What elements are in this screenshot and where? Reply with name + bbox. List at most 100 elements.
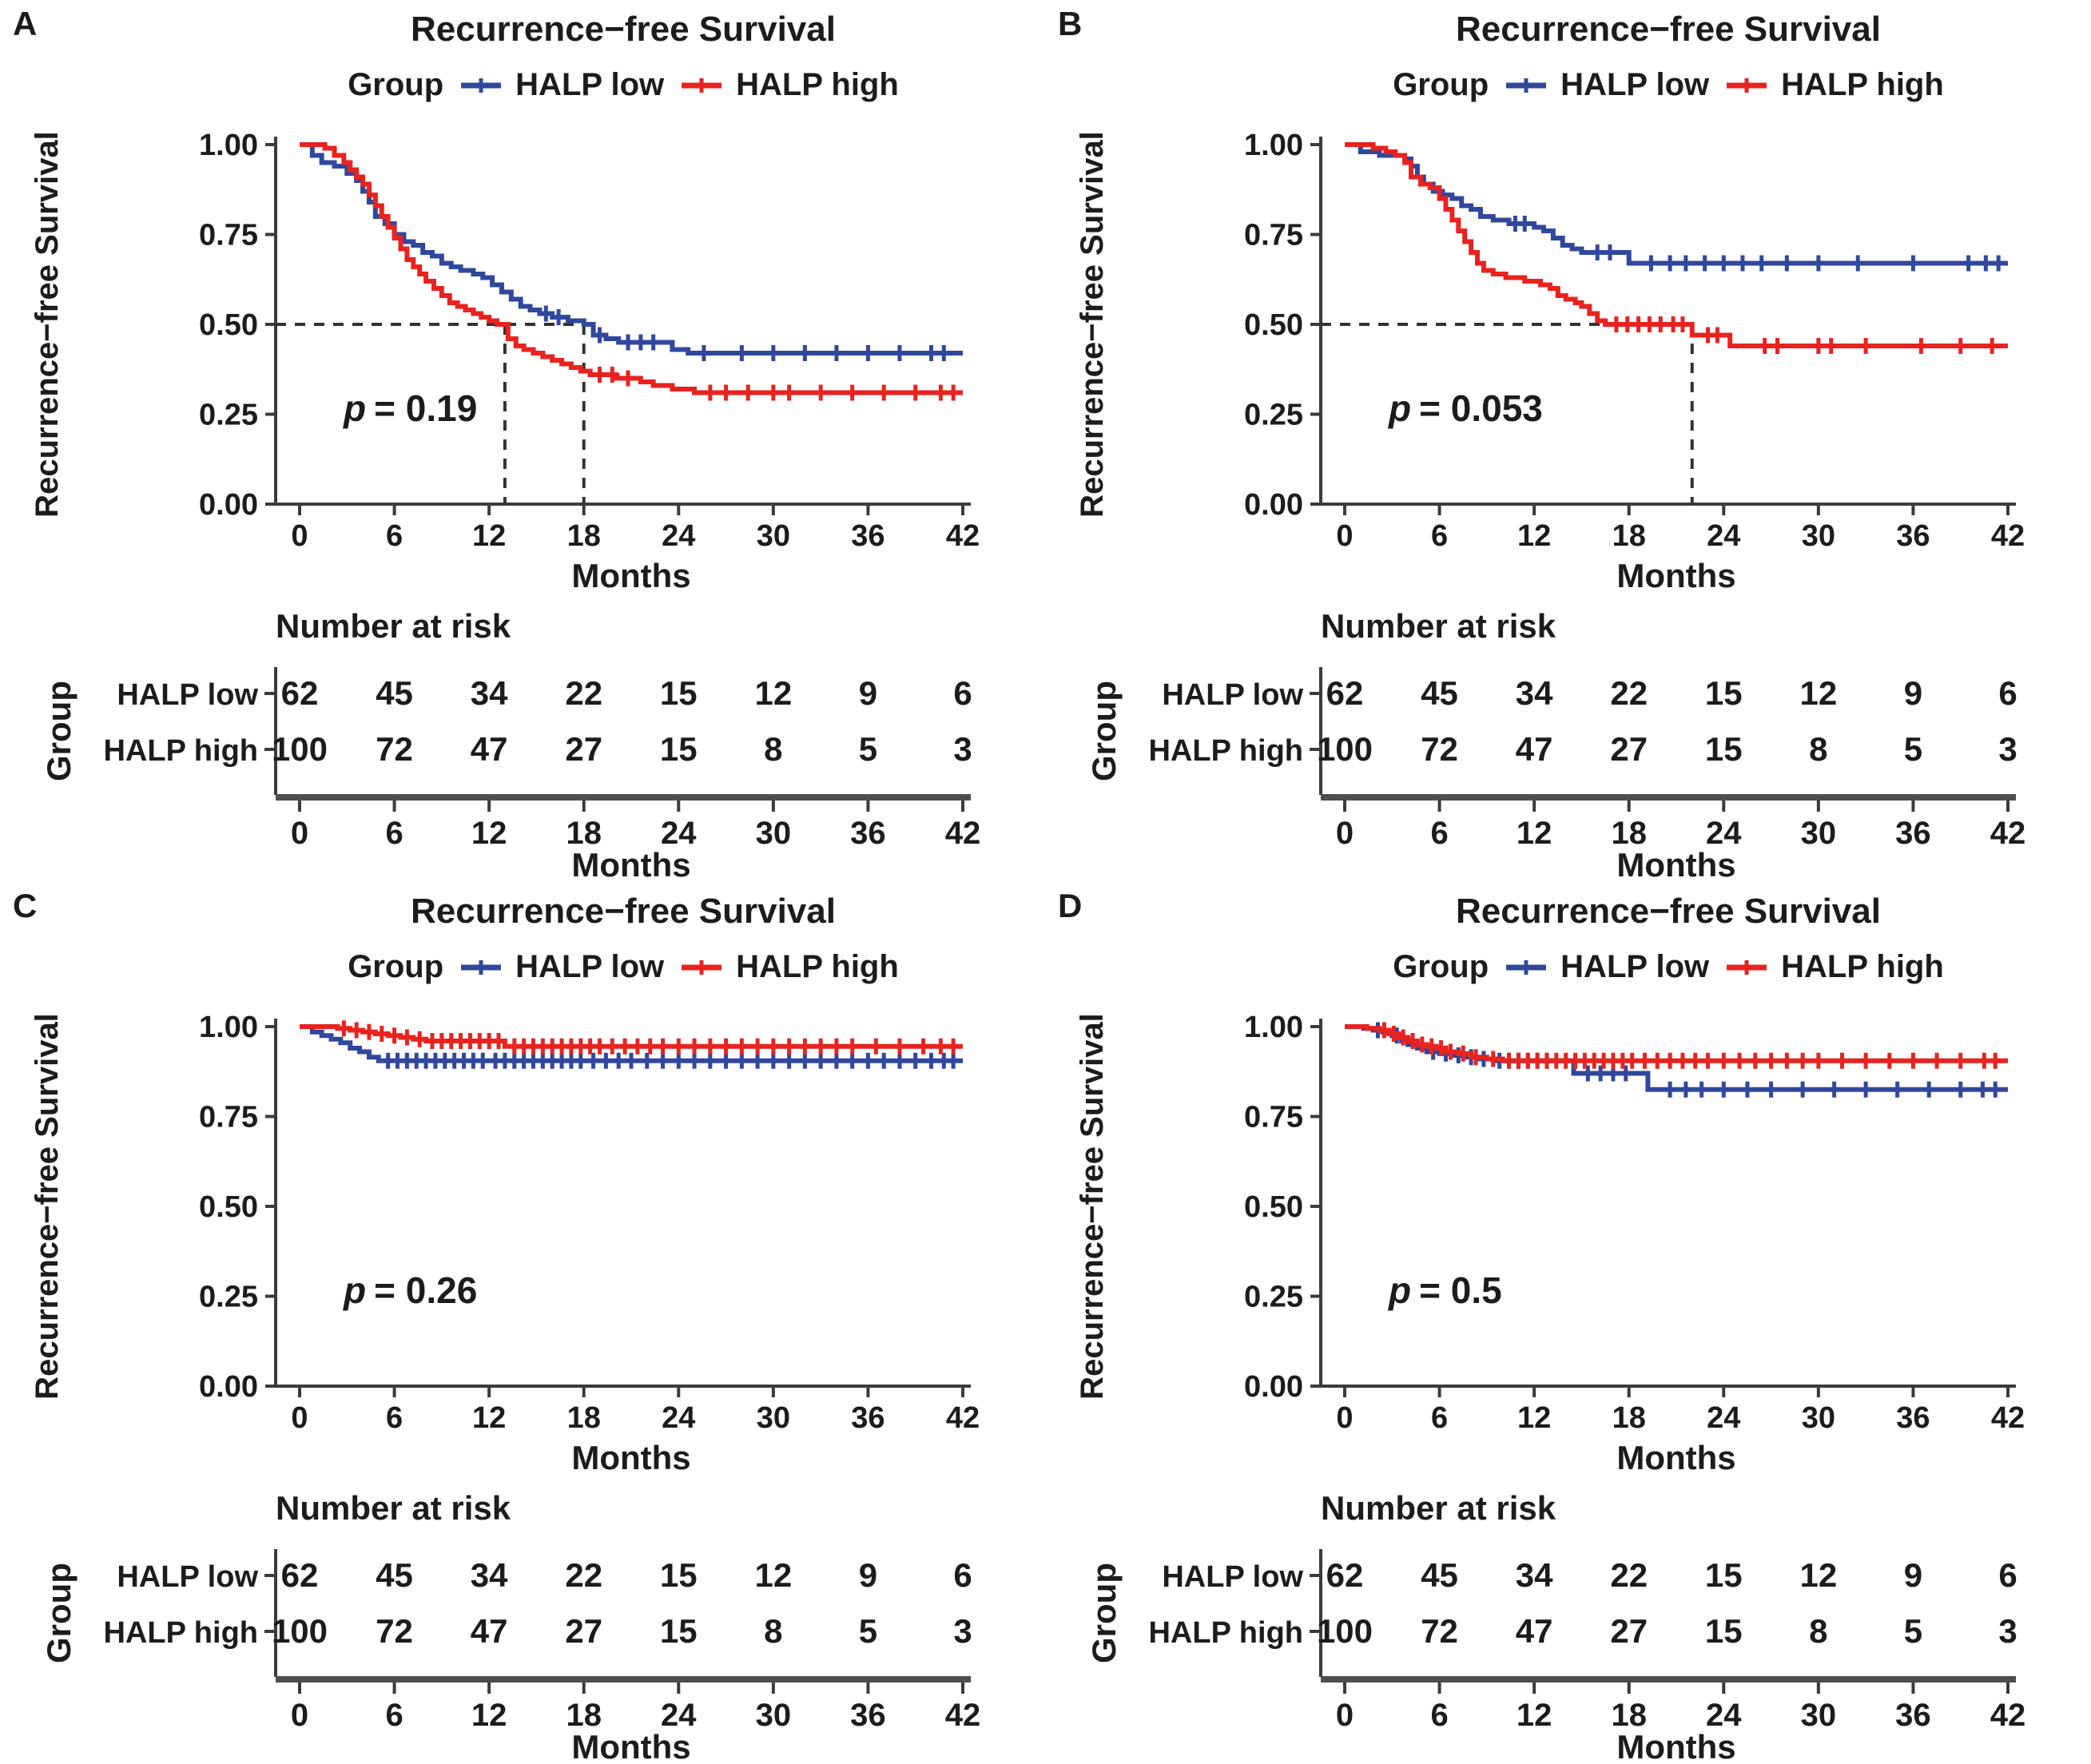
risk-x-tick-label: 24 xyxy=(1706,816,1742,851)
legend-item-halp-low: HALP low xyxy=(458,949,664,985)
y-tick-label: 0.75 xyxy=(199,1101,258,1134)
risk-value: 12 xyxy=(754,1556,792,1594)
risk-x-tick-label: 18 xyxy=(1611,816,1647,851)
risk-x-tick-label: 30 xyxy=(1801,816,1837,851)
risk-value: 47 xyxy=(471,730,508,768)
risk-row-label: HALP high xyxy=(1148,734,1303,768)
risk-value: 15 xyxy=(660,730,698,768)
km-plot-area: Recurrence−free Survival 0.00 0.25 0.50 0.75… xyxy=(0,113,1045,604)
legend-title: Group xyxy=(1393,949,1489,984)
y-tick-label: 0.25 xyxy=(199,399,258,432)
risk-value: 15 xyxy=(660,1556,698,1594)
group-axis-title: Group xyxy=(1085,1563,1123,1663)
risk-x-axis-title: Months xyxy=(571,846,690,879)
risk-value: 34 xyxy=(1516,1556,1553,1594)
x-tick-label: 6 xyxy=(386,1401,403,1435)
risk-row-label: HALP high xyxy=(1148,1616,1303,1650)
legend: Group HALP low HALP high xyxy=(276,67,971,103)
legend-item-halp-high: HALP high xyxy=(678,949,899,985)
y-tick-label: 1.00 xyxy=(199,1011,258,1044)
p-value: = 0.26 xyxy=(374,1269,478,1311)
risk-x-tick-label: 0 xyxy=(291,816,308,851)
risk-value: 8 xyxy=(764,730,782,768)
risk-value: 100 xyxy=(1317,1612,1373,1650)
panel-b: B Recurrence−free Survival Group HALP lo… xyxy=(1045,0,2091,882)
y-axis-title: Recurrence−free Survival xyxy=(30,1013,65,1400)
km-plot-area: Recurrence−free Survival 0.00 0.25 0.50 0.75… xyxy=(0,995,1045,1486)
panel-c: C Recurrence−free Survival Group HALP lo… xyxy=(0,882,1045,1764)
km-plot: Recurrence−free Survival 0.00 0.25 0.50 0.75… xyxy=(1075,129,2025,594)
x-axis-title: Months xyxy=(571,557,690,594)
x-axis-title: Months xyxy=(571,1439,690,1476)
x-tick-label: 36 xyxy=(1896,1401,1930,1435)
risk-value: 12 xyxy=(1799,1556,1837,1594)
risk-x-tick-label: 6 xyxy=(1430,816,1448,851)
chart-title: Recurrence−free Survival xyxy=(411,892,836,931)
p-value: = 0.053 xyxy=(1419,387,1543,429)
chart-title: Recurrence−free Survival xyxy=(1456,10,1881,49)
risk-x-tick-label: 0 xyxy=(291,1698,308,1733)
risk-value: 72 xyxy=(1421,1612,1458,1650)
y-tick-label: 0.75 xyxy=(199,219,258,252)
risk-value: 62 xyxy=(281,674,319,712)
risk-value: 5 xyxy=(1904,730,1922,768)
risk-value: 45 xyxy=(1421,1556,1458,1594)
risk-x-tick-label: 18 xyxy=(566,1698,602,1733)
legend-key-halp-high-icon xyxy=(1727,77,1767,93)
panel-letter: D xyxy=(1058,887,1083,924)
panel-a: A Recurrence−free Survival Group HALP lo… xyxy=(0,0,1045,882)
risk-value: 12 xyxy=(1799,674,1837,712)
x-tick-label: 12 xyxy=(1517,519,1551,553)
risk-value: 62 xyxy=(1326,1556,1364,1594)
risk-x-tick-label: 42 xyxy=(945,1698,981,1733)
x-tick-label: 18 xyxy=(567,519,601,553)
km-plot: Recurrence−free Survival 0.00 0.25 0.50 0.75… xyxy=(30,1011,980,1476)
risk-value: 27 xyxy=(565,1612,602,1650)
x-tick-label: 30 xyxy=(1802,519,1835,553)
chart-title: Recurrence−free Survival xyxy=(1456,892,1881,931)
risk-value: 45 xyxy=(376,674,413,712)
x-tick-label: 0 xyxy=(291,1401,308,1435)
risk-x-tick-label: 18 xyxy=(566,816,602,851)
risk-value: 8 xyxy=(1809,730,1827,768)
y-tick-label: 0.25 xyxy=(1244,1281,1303,1314)
risk-table-title: Number at risk xyxy=(276,607,511,645)
y-tick-label: 0.50 xyxy=(1244,1190,1303,1224)
risk-value: 3 xyxy=(953,1612,972,1650)
legend-label-halp-high: HALP high xyxy=(1781,67,1944,102)
risk-x-tick-label: 12 xyxy=(471,1698,507,1733)
risk-value: 5 xyxy=(859,730,877,768)
legend-key-halp-low-icon xyxy=(1506,77,1547,93)
legend-key-halp-low-icon xyxy=(461,959,502,975)
risk-x-tick-label: 12 xyxy=(1517,1698,1552,1733)
risk-x-tick-label: 6 xyxy=(385,1698,403,1733)
x-tick-label: 12 xyxy=(472,519,506,553)
risk-row-label: HALP low xyxy=(117,1560,258,1594)
y-tick-label: 0.25 xyxy=(199,1281,258,1314)
risk-table-title: Number at risk xyxy=(276,1489,511,1527)
x-tick-label: 0 xyxy=(1336,1401,1353,1435)
risk-value: 27 xyxy=(565,730,602,768)
chart-title: Recurrence−free Survival xyxy=(411,10,836,49)
x-tick-label: 18 xyxy=(567,1401,601,1435)
risk-value: 9 xyxy=(1904,674,1922,712)
y-axis-title: Recurrence−free Survival xyxy=(30,131,65,518)
y-tick-label: 0.00 xyxy=(1244,488,1303,522)
risk-table-title: Number at risk xyxy=(1321,607,1556,645)
risk-x-tick-label: 24 xyxy=(1706,1698,1742,1733)
y-tick-label: 0.75 xyxy=(1244,1101,1303,1134)
risk-value: 15 xyxy=(1705,1556,1743,1594)
risk-value: 62 xyxy=(281,1556,319,1594)
risk-row-label: HALP low xyxy=(1162,1560,1303,1594)
risk-x-tick-label: 42 xyxy=(1990,816,2026,851)
risk-value: 100 xyxy=(272,730,328,768)
risk-value: 62 xyxy=(1326,674,1364,712)
y-tick-label: 0.50 xyxy=(1244,308,1303,342)
risk-x-axis-title: Months xyxy=(1616,846,1735,879)
risk-x-tick-label: 12 xyxy=(471,816,507,851)
risk-value: 100 xyxy=(272,1612,328,1650)
x-axis-title: Months xyxy=(1616,1439,1735,1476)
y-tick-label: 0.00 xyxy=(199,488,258,522)
p-value-annotation: p = 0.053 xyxy=(1389,387,1543,430)
